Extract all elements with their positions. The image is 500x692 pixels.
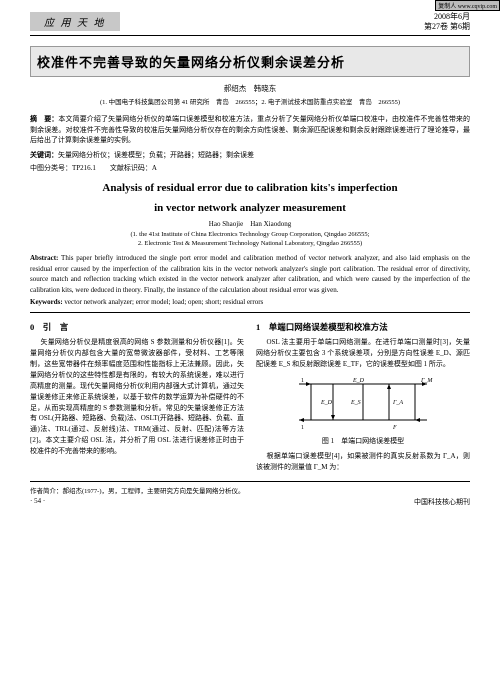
fig1-lbl-1b: 1 <box>301 425 304 431</box>
footer: 作者简介：郝绍杰(1977-)，男，工程师，主要研究方向是矢量网络分析仪。 <box>30 481 470 495</box>
page-header: 应 用 天 地 2008年6月 第27卷 第6期 <box>30 12 470 31</box>
fig1-lbl-ga: Γ_A <box>392 400 403 406</box>
authors-chinese: 郝绍杰 韩晓东 <box>30 83 470 94</box>
figure-1-svg: 1 E_D Γ_M E_D E_S Γ_A 1 F <box>293 374 433 434</box>
para-1-2: 根据单端口误差模型[4]，如果被测件的真实反射系数为 Γ_A，则该被测件的测量值… <box>256 451 470 473</box>
kw-cn-label: 关键词： <box>30 151 58 159</box>
abs-en-text: This paper briefly introduced the single… <box>30 254 470 294</box>
keywords-english: Keywords: vector network analyzer; error… <box>30 298 470 306</box>
title-english-1: Analysis of residual error due to calibr… <box>30 181 470 195</box>
fig1-lbl-f: F <box>392 425 397 431</box>
title-chinese: 校准件不完善导致的矢量网络分析仪剩余误差分析 <box>30 46 470 77</box>
issue-date: 2008年6月 <box>424 12 470 22</box>
issue-info: 2008年6月 第27卷 第6期 <box>424 12 470 31</box>
fig1-lbl-1: 1 <box>301 378 304 384</box>
affiliation-english-1: (1. the 41st Institute of China Electron… <box>30 231 470 238</box>
left-column: 0 引 言 矢量网络分析仪是精度很高的网络 S 参数测量和分析仪器[1]。矢量网… <box>30 319 244 474</box>
issue-vol: 第27卷 第6期 <box>424 22 470 32</box>
kw-cn-text: 矢量网络分析仪；误差模型；负载；开路器；短路器；剩余误差 <box>58 151 254 159</box>
keywords-chinese: 关键词：矢量网络分析仪；误差模型；负载；开路器；短路器；剩余误差 <box>30 150 470 160</box>
affiliation-chinese: (1. 中国电子科技集团公司第 41 研究所 青岛 266555；2. 电子测试… <box>30 96 470 106</box>
title-english-2: in vector network analyzer measurement <box>30 201 470 215</box>
fig1-lbl-gm: Γ_M <box>420 378 433 384</box>
classification: 中图分类号：TP216.1 文献标识码：A <box>30 163 470 173</box>
kw-en-text: vector network analyzer; error model; lo… <box>63 298 264 306</box>
page-number: · 54 · <box>30 497 45 507</box>
fig1-lbl-ed2: E_D <box>320 400 333 406</box>
para-0-1: 矢量网络分析仪是精度很高的网络 S 参数测量和分析仪器[1]。矢量网络分析仪内部… <box>30 337 244 456</box>
abstract-chinese: 摘 要：本文简要介绍了矢量网络分析仪的单端口误差模型和校准方法，重点分析了矢量网… <box>30 114 470 146</box>
abstract-cn-label: 摘 要： <box>30 115 58 123</box>
para-1-1: OSL 法主要用于单端口网络测量。在进行单端口测量时[3]，矢量网络分析仪主要包… <box>256 337 470 370</box>
figure-1-caption: 图 1 单端口网络误差模型 <box>256 436 470 447</box>
affiliation-english-2: 2. Electronic Test & Measurement Technol… <box>30 240 470 247</box>
fig1-lbl-es: E_S <box>350 400 361 406</box>
journal-mark: 中国科技核心期刊 <box>414 497 470 507</box>
abs-en-label: Abstract: <box>30 254 58 262</box>
top-rule <box>30 35 470 36</box>
authors-english: Hao Shaojie Han Xiaodong <box>30 219 470 229</box>
body-columns: 0 引 言 矢量网络分析仪是精度很高的网络 S 参数测量和分析仪器[1]。矢量网… <box>30 319 470 474</box>
right-column: 1 单端口网络误差模型和校准方法 OSL 法主要用于单端口网络测量。在进行单端口… <box>256 319 470 474</box>
fig1-lbl-ed: E_D <box>352 378 365 384</box>
section-label: 应 用 天 地 <box>30 12 120 31</box>
abstract-cn-text: 本文简要介绍了矢量网络分析仪的单端口误差模型和校准方法，重点分析了矢量网络分析仪… <box>30 115 470 144</box>
author-bio: 作者简介：郝绍杰(1977-)，男，工程师，主要研究方向是矢量网络分析仪。 <box>30 485 245 495</box>
mid-rule <box>30 312 470 313</box>
kw-en-label: Keywords: <box>30 298 63 306</box>
watermark: 复制人 www.cqvip.com <box>435 0 500 11</box>
section-1-heading: 1 单端口网络误差模型和校准方法 <box>256 321 470 334</box>
figure-1: 1 E_D Γ_M E_D E_S Γ_A 1 F 图 1 单端口网络误差模型 <box>256 374 470 447</box>
abstract-english: Abstract: This paper briefly introduced … <box>30 253 470 295</box>
section-0-heading: 0 引 言 <box>30 321 244 334</box>
